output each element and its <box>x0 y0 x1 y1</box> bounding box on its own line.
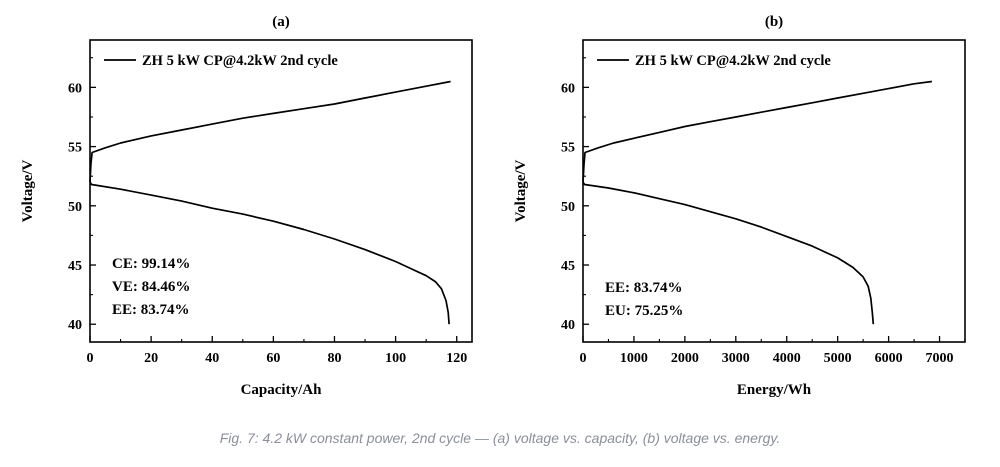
y-tick-label: 60 <box>68 81 82 96</box>
y-tick-label: 45 <box>68 259 82 274</box>
x-tick-label: 7000 <box>926 351 954 366</box>
x-tick-label: 0 <box>87 351 94 366</box>
series-line-charge <box>582 80 933 183</box>
chart-title: (b) <box>765 14 783 30</box>
stat-annotation: EE: 83.74% <box>112 302 190 318</box>
y-tick-label: 45 <box>561 259 575 274</box>
y-tick-label: 55 <box>561 141 575 156</box>
y-tick-label: 50 <box>561 200 575 215</box>
x-tick-label: 20 <box>144 351 158 366</box>
x-tick-label: 1000 <box>620 351 648 366</box>
stat-annotation: VE: 84.46% <box>112 279 190 295</box>
legend-label: ZH 5 kW CP@4.2kW 2nd cycle <box>142 53 338 69</box>
series-line-charge <box>89 80 451 183</box>
y-axis-label: Voltage/V <box>513 159 529 222</box>
y-tick-label: 60 <box>561 81 575 96</box>
y-axis-label: Voltage/V <box>20 159 36 222</box>
stat-annotation: EE: 83.74% <box>605 280 683 296</box>
series-line-discharge <box>89 181 450 325</box>
x-tick-label: 80 <box>327 351 341 366</box>
x-tick-label: 100 <box>385 351 406 366</box>
series-line-discharge <box>582 181 875 325</box>
stat-annotation: CE: 99.14% <box>112 256 190 272</box>
stat-annotation: EU: 75.25% <box>605 303 683 319</box>
x-tick-label: 3000 <box>722 351 750 366</box>
y-tick-label: 40 <box>68 318 82 333</box>
x-tick-label: 0 <box>580 351 587 366</box>
chart-panel-b: (b) 0 1000 2000 3000 4000 5000 6000 7000 40 45 50 55… <box>513 14 966 398</box>
x-tick-label: 60 <box>266 351 280 366</box>
x-axis-label: Energy/Wh <box>737 382 812 398</box>
y-tick-label: 40 <box>561 318 575 333</box>
y-tick-label: 55 <box>68 141 82 156</box>
plot-frame <box>582 39 966 343</box>
chart-panel-a: (a) 0 20 40 60 80 100 120 40 45 50 55 60 Capacity/Ah V… <box>20 14 473 398</box>
figure-caption: Fig. 7: 4.2 kW constant power, 2nd cycle… <box>219 430 781 446</box>
x-tick-label: 5000 <box>824 351 852 366</box>
x-tick-label: 6000 <box>875 351 903 366</box>
chart-title: (a) <box>272 14 290 30</box>
x-axis-label: Capacity/Ah <box>241 382 322 398</box>
x-tick-label: 120 <box>446 351 467 366</box>
y-tick-label: 50 <box>68 200 82 215</box>
x-tick-label: 4000 <box>773 351 801 366</box>
x-tick-label: 40 <box>205 351 219 366</box>
plot-frame <box>89 39 473 343</box>
legend-label: ZH 5 kW CP@4.2kW 2nd cycle <box>635 53 831 69</box>
x-tick-label: 2000 <box>671 351 699 366</box>
